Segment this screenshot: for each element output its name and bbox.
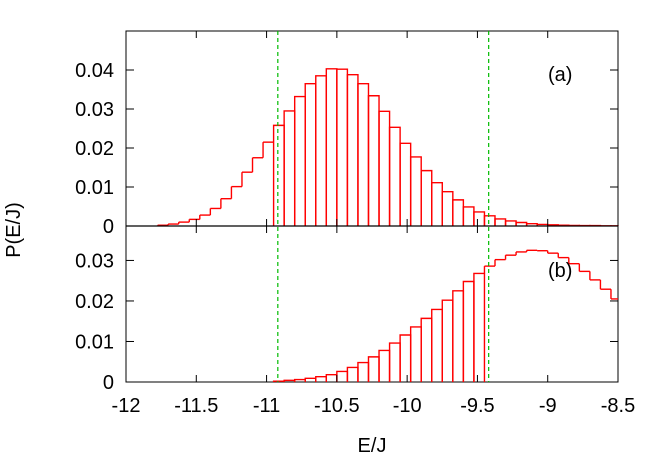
panel-a-bar <box>483 215 496 226</box>
x-tick-label: -11.5 <box>174 395 218 417</box>
panel-a-bar <box>409 156 422 226</box>
panel-b-bar <box>378 349 391 382</box>
panel-a-bar <box>494 218 507 226</box>
panel-a: 0 0.01 0.02 0.03 0.04 (a) <box>75 30 619 238</box>
panel-a-bar <box>293 95 306 226</box>
panel-b-label: (b) <box>548 260 572 282</box>
panel-b-bar <box>409 326 422 382</box>
panel-a-y-tick-label: 0.02 <box>75 138 114 160</box>
panel-a-bar <box>304 82 317 226</box>
panel-a-bar <box>473 211 486 226</box>
panel-b-bar <box>431 308 443 382</box>
panel-b-bar <box>399 334 412 382</box>
panel-a-bar <box>283 110 296 226</box>
panel-b-bar <box>315 376 328 382</box>
x-axis-label: E/J <box>358 435 387 457</box>
panel-b-bar <box>325 374 338 382</box>
panel-a-bar <box>388 126 401 226</box>
panel-a-bar <box>452 199 465 226</box>
x-tick-label: -10 <box>393 395 422 417</box>
panel-a-bar <box>367 95 380 226</box>
panel-b-frame <box>125 225 619 383</box>
panel-b-bar <box>420 317 433 382</box>
panel-b-bar <box>452 290 465 382</box>
panel-a-bar <box>325 68 338 226</box>
panel-a-y-tick-label: 0.03 <box>75 99 114 121</box>
panel-a-bar <box>441 190 454 226</box>
panel-b-bar <box>346 366 359 382</box>
panel-a-bar <box>272 124 285 226</box>
panel-a-frame <box>125 30 619 227</box>
x-tick-label: -12 <box>112 395 141 417</box>
panel-b-bar <box>388 342 401 382</box>
panel-b-bar <box>272 380 285 382</box>
panel-b-bar <box>441 299 454 382</box>
panel-b-bar <box>357 361 370 382</box>
panel-a-bar <box>431 182 443 226</box>
panel-a-bar <box>462 206 475 226</box>
panel-b: 0 0.01 0.02 0.03 (b) <box>75 225 619 394</box>
x-tick-label: -8.5 <box>601 395 635 417</box>
panel-a-bar <box>378 110 391 226</box>
panel-b-y-tick-label: 0.01 <box>75 331 114 353</box>
panel-a-bar <box>399 142 412 226</box>
panel-b-bar <box>473 272 486 382</box>
panel-a-bar <box>504 220 517 226</box>
panel-b-y-tick-label: 0.02 <box>75 291 114 313</box>
x-tick-label: -10.5 <box>314 395 360 417</box>
panel-a-bar <box>420 169 433 226</box>
x-tick-label: -9 <box>539 395 557 417</box>
panel-a-bar <box>336 68 349 226</box>
panel-a-y-tick-label: 0.01 <box>75 177 114 199</box>
y-axis-label: P(E/J) <box>3 202 25 258</box>
x-tick-label: -11 <box>253 395 280 417</box>
panel-a-bar <box>315 75 328 226</box>
panel-b-bar <box>462 280 475 382</box>
panel-b-y-tick-label: 0 <box>103 372 114 394</box>
panel-b-bar <box>336 370 349 382</box>
panel-a-bar <box>357 82 370 226</box>
threshold-lines <box>277 31 490 382</box>
panel-b-y-tick-label: 0.03 <box>75 250 114 272</box>
panel-a-y-tick-label: 0.04 <box>75 60 114 82</box>
panel-b-bar <box>304 377 317 382</box>
panel-a-bar <box>346 73 359 226</box>
panel-a-y-tick-label: 0 <box>103 216 114 238</box>
x-tick-label: -9.5 <box>460 395 494 417</box>
panel-a-label: (a) <box>548 64 572 86</box>
panel-b-bar <box>367 356 380 382</box>
shared-x-axis: -12 -11.5 -11 -10.5 -10 -9.5 -9 -8.5 <box>112 395 636 417</box>
